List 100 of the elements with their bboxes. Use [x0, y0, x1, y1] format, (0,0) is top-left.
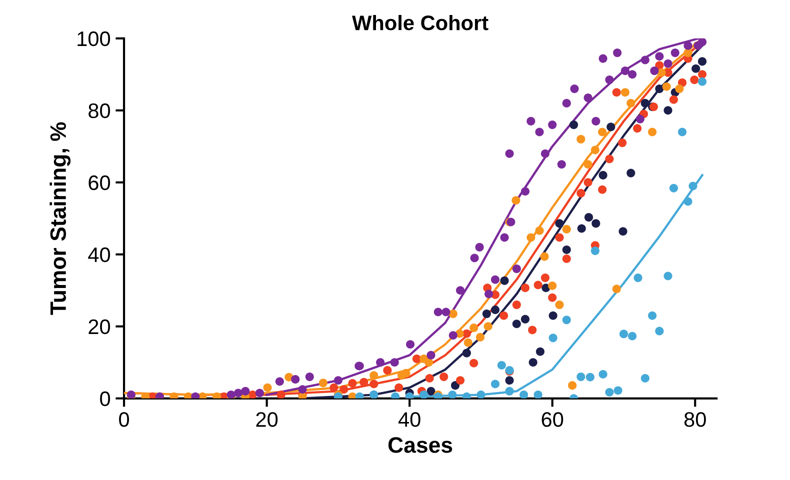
point	[450, 381, 460, 390]
point	[662, 82, 671, 91]
point	[577, 224, 586, 233]
point	[633, 124, 642, 133]
point	[406, 340, 415, 349]
point	[698, 70, 707, 79]
chart-title: Whole Cohort	[352, 14, 488, 30]
point	[425, 374, 434, 383]
point	[456, 376, 465, 385]
point	[462, 348, 471, 358]
point	[584, 178, 592, 187]
point	[484, 322, 492, 331]
point	[497, 361, 506, 370]
point	[505, 149, 514, 158]
point	[655, 84, 664, 94]
point	[612, 88, 621, 97]
point	[569, 120, 578, 130]
point	[657, 68, 666, 77]
point	[626, 168, 636, 178]
point	[376, 358, 385, 367]
point	[464, 338, 472, 347]
point	[534, 280, 542, 290]
point	[590, 146, 600, 154]
point	[490, 275, 500, 284]
point	[548, 334, 558, 342]
point	[275, 377, 284, 386]
point	[540, 252, 549, 261]
point	[540, 274, 550, 282]
point	[655, 52, 664, 61]
point	[568, 381, 577, 390]
x-axis-title: Cases	[388, 437, 452, 453]
point	[598, 370, 608, 379]
x-tick-label: 60	[542, 412, 564, 427]
point	[402, 368, 410, 378]
point	[557, 160, 566, 169]
point	[318, 378, 328, 388]
point	[548, 281, 557, 290]
point	[664, 272, 672, 280]
point	[540, 149, 550, 158]
point	[628, 332, 637, 340]
x-tick-label: 0	[119, 412, 130, 427]
point	[426, 350, 436, 360]
point	[500, 311, 508, 320]
y-tick-label: 100	[78, 31, 110, 46]
point	[505, 376, 514, 385]
point	[555, 300, 564, 310]
point	[670, 48, 680, 58]
point	[598, 128, 607, 136]
point	[562, 254, 571, 263]
point	[655, 326, 664, 336]
point	[592, 219, 600, 228]
point	[692, 64, 700, 73]
point	[648, 311, 657, 320]
point	[528, 326, 537, 334]
point	[684, 41, 692, 50]
point	[520, 284, 530, 292]
point	[412, 354, 421, 364]
point	[383, 366, 392, 375]
point	[562, 98, 571, 108]
point	[448, 310, 458, 318]
y-tick-label: 80	[88, 103, 110, 118]
y-axis-title: Tumor Staining, %	[50, 122, 71, 315]
point	[255, 388, 264, 398]
point	[535, 128, 544, 136]
y-tick-label: 40	[88, 247, 110, 262]
point	[598, 170, 608, 180]
point	[520, 187, 530, 196]
point	[590, 246, 600, 256]
point	[562, 224, 571, 234]
point	[555, 219, 564, 228]
y-tick-label: 20	[88, 319, 110, 334]
point	[340, 385, 348, 394]
point	[394, 383, 404, 392]
point	[698, 77, 707, 86]
point	[620, 88, 630, 97]
point	[698, 57, 707, 66]
point	[605, 76, 614, 84]
point	[664, 106, 672, 115]
x-tick-label: 80	[684, 412, 706, 427]
point	[334, 376, 342, 385]
point	[618, 227, 628, 236]
point	[678, 128, 687, 136]
point	[370, 371, 378, 380]
point	[520, 390, 528, 398]
point	[476, 390, 486, 398]
point	[562, 245, 571, 254]
point	[562, 316, 571, 324]
point	[475, 242, 484, 252]
point	[500, 276, 509, 285]
point	[688, 182, 698, 190]
point	[484, 290, 494, 298]
point	[570, 84, 579, 94]
point	[605, 154, 614, 164]
point	[684, 197, 692, 206]
point	[612, 284, 621, 294]
point	[534, 390, 542, 398]
point	[598, 54, 608, 63]
point	[526, 233, 536, 242]
point	[640, 374, 650, 383]
point	[555, 233, 564, 242]
